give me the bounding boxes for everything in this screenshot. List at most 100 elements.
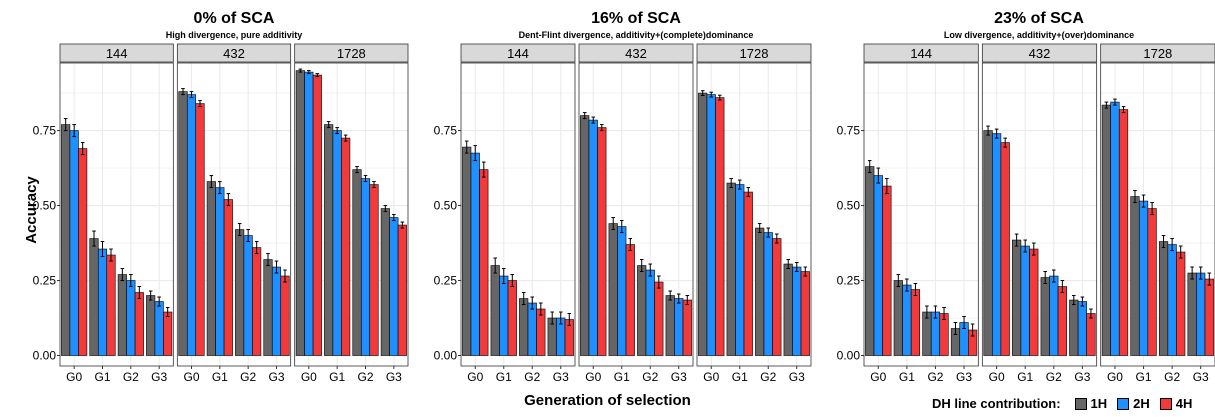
bar-4h: [252, 247, 262, 356]
bar-4h: [625, 244, 635, 356]
y-tick-label: 0.25: [434, 274, 458, 288]
bar-2h: [470, 152, 480, 356]
bar-1h: [352, 169, 362, 356]
bar-4h: [312, 74, 322, 356]
bar-4h: [223, 199, 233, 356]
bar-1h: [89, 238, 99, 356]
bar-4h: [134, 292, 144, 356]
facet-border: [981, 62, 1098, 367]
facet-strip: [981, 43, 1098, 63]
legend: DH line contribution: 1H 2H 4H: [932, 396, 1202, 411]
y-tick-label: 0.75: [434, 124, 458, 138]
bar-2h: [1020, 245, 1030, 356]
bar-4h: [654, 281, 664, 356]
bar-2h: [499, 275, 509, 356]
bar-4h: [341, 137, 351, 356]
bar-1h: [893, 280, 903, 356]
bar-1h: [519, 298, 529, 356]
bar-1h: [1187, 272, 1197, 356]
bar-1h: [1069, 299, 1079, 356]
bar-2h: [706, 94, 716, 356]
facet-strip: [176, 43, 292, 63]
bar-4h: [682, 299, 692, 356]
panel-title-3: 23% of SCA: [994, 10, 1084, 27]
bar-1h: [462, 146, 472, 356]
y-tick-label: 0.00: [33, 349, 57, 363]
y-tick-label: 0.75: [837, 124, 861, 138]
x-tick-label: G1: [1136, 370, 1152, 384]
y-tick-label: 0.75: [33, 124, 57, 138]
y-axis-label: Accuracy: [23, 176, 40, 244]
facet-strip-label: 1728: [740, 46, 769, 61]
facet-strip-label: 432: [625, 46, 647, 61]
x-tick-label: G3: [553, 370, 569, 384]
bar-2h: [930, 311, 941, 356]
bar-2h: [763, 232, 773, 356]
bar-2h: [735, 184, 745, 356]
bar-2h: [332, 130, 342, 356]
facet-border: [863, 62, 979, 367]
bar-2h: [1110, 101, 1120, 356]
bar-1h: [178, 91, 188, 356]
x-tick-label: G3: [789, 370, 805, 384]
bar-2h: [588, 119, 598, 356]
bar-4h: [715, 97, 725, 356]
bar-1h: [295, 70, 305, 356]
bar-4h: [1029, 248, 1039, 356]
facet-strip: [59, 43, 174, 63]
bar-1h: [922, 311, 932, 356]
bar-1h: [146, 295, 156, 356]
bar-4h: [743, 191, 753, 356]
bar-4h: [597, 127, 607, 356]
bar-1h: [698, 92, 708, 356]
bar-2h: [792, 266, 802, 356]
x-tick-label: G2: [240, 370, 256, 384]
bar-1h: [608, 223, 618, 356]
bar-1h: [637, 265, 647, 356]
facet-strip-label: 144: [507, 46, 529, 61]
bar-4h: [536, 308, 546, 356]
bar-1h: [1101, 104, 1111, 356]
panel-title-2: 16% of SCA: [591, 10, 681, 27]
bar-1h: [983, 130, 993, 356]
bar-4h: [397, 224, 407, 356]
bar-4h: [106, 254, 116, 356]
bar-4h: [195, 103, 205, 356]
bar-4h: [910, 289, 921, 356]
legend-title: DH line contribution:: [932, 396, 1061, 411]
bar-2h: [215, 187, 225, 356]
x-tick-label: G2: [1164, 370, 1180, 384]
bar-2h: [1049, 275, 1059, 356]
bar-2h: [304, 71, 314, 356]
legend-label-1h: 1H: [1090, 396, 1108, 411]
legend-item-2h: 2H: [1117, 396, 1150, 411]
facet-strip-label: 1728: [1143, 46, 1172, 61]
bar-2h: [617, 226, 627, 356]
panel-subtitle-2: Dent-Flint divergence, additivity+(compl…: [519, 30, 754, 40]
panel-subtitle-3: Low divergence, additivity+(over)dominan…: [944, 30, 1134, 40]
bar-1h: [580, 115, 590, 356]
legend-item-4h: 4H: [1159, 396, 1193, 411]
bar-2h: [243, 235, 253, 356]
x-tick-label: G3: [1074, 370, 1090, 384]
bar-4h: [507, 280, 517, 356]
bar-2h: [360, 178, 371, 356]
facet-strip: [696, 43, 812, 63]
bar-1h: [117, 274, 127, 356]
bar-4h: [1204, 278, 1214, 356]
x-tick-label: G0: [467, 370, 483, 384]
x-tick-label: G2: [123, 370, 139, 384]
bar-2h: [271, 266, 282, 356]
legend-label-2h: 2H: [1133, 396, 1150, 411]
bar-4h: [1086, 313, 1096, 356]
bar-1h: [755, 227, 765, 356]
bar-1h: [263, 259, 273, 356]
facet-strip-label: 144: [106, 46, 128, 61]
legend-label-4h: 4H: [1175, 396, 1193, 411]
bar-1h: [783, 263, 793, 356]
x-tick-label: G1: [614, 370, 630, 384]
bar-2h: [1196, 272, 1206, 356]
facet-strip-label: 144: [910, 46, 932, 61]
legend-swatch-4h: [1159, 397, 1172, 410]
